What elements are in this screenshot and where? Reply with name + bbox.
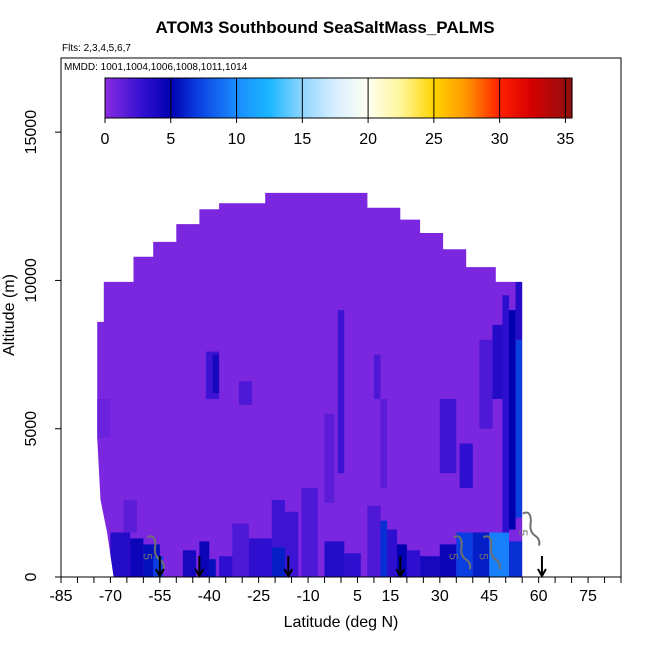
x-tick-label-11: 75 xyxy=(579,588,597,605)
colorbar-tick-label-6: 30 xyxy=(491,131,509,148)
data-cell-3 xyxy=(153,556,164,577)
colorbar-tick-label-4: 20 xyxy=(359,131,377,148)
data-cell-34 xyxy=(459,443,473,488)
x-tick-label-3: -40 xyxy=(198,588,221,605)
chart-title: ATOM3 Southbound SeaSaltMass_PALMS xyxy=(155,18,495,37)
flight-marker-1 xyxy=(194,556,205,579)
plot-background xyxy=(97,192,523,577)
x-tick-label-7: 15 xyxy=(382,588,400,605)
x-tick-label-5: -10 xyxy=(296,588,319,605)
dates-annotation: MMDD: 1001,1004,1006,1008,1011,1014 xyxy=(64,62,248,73)
data-cell-27 xyxy=(212,354,220,394)
data-cell-37 xyxy=(502,295,509,533)
data-cell-19 xyxy=(406,550,421,577)
data-cell-21 xyxy=(439,544,457,577)
contour-label-3: 5 xyxy=(516,530,530,537)
colorbar: 0 5 10 15 20 25 30 35 xyxy=(101,77,575,148)
data-cell-17 xyxy=(387,529,397,577)
contour-line-0 xyxy=(146,535,165,570)
x-tick-label-6: 5 xyxy=(353,588,362,605)
data-cell-28 xyxy=(238,381,253,405)
data-cell-4 xyxy=(182,550,197,577)
flight-marker-0 xyxy=(154,556,165,579)
y-tick-label-0: 0 xyxy=(23,572,40,581)
data-cells xyxy=(97,281,523,577)
data-cell-33 xyxy=(439,399,457,474)
colorbar-tick-label-3: 15 xyxy=(293,131,311,148)
y-tick-label-3: 15000 xyxy=(23,110,40,155)
colorbar-tick-label-7: 35 xyxy=(557,131,575,148)
data-cell-13 xyxy=(324,541,345,577)
data-cell-11 xyxy=(285,511,299,577)
flights-annotation: Flts: 2,3,4,5,6,7 xyxy=(62,43,131,54)
data-cell-25 xyxy=(509,541,523,577)
data-cell-1 xyxy=(130,538,144,577)
contour-label-1: 5 xyxy=(447,553,461,560)
contour-line-2 xyxy=(482,535,501,570)
data-cell-6 xyxy=(209,559,216,577)
data-cell-22 xyxy=(456,532,473,577)
y-tick-label-1: 5000 xyxy=(23,411,40,447)
data-cell-9 xyxy=(248,538,276,577)
axes: -85 -70 -55 -40 -25 -10 5 15 30 45 60 75 0 5000 10000 1… xyxy=(23,57,622,605)
data-cell-12 xyxy=(301,488,318,577)
colorbar-tick-label-0: 0 xyxy=(101,131,110,148)
data-cell-41 xyxy=(123,499,137,533)
data-cell-31 xyxy=(373,354,381,400)
colorbar-tick-label-2: 10 xyxy=(228,131,246,148)
data-cell-23 xyxy=(472,532,490,577)
data-cell-20 xyxy=(420,556,440,577)
data-cell-8 xyxy=(232,523,249,577)
y-axis-label: Altitude (m) xyxy=(1,274,18,356)
contour-lines: 5 5 5 5 xyxy=(140,511,541,570)
x-axis-label: Latitude (deg N) xyxy=(283,614,399,631)
flight-markers xyxy=(154,556,547,579)
colorbar-tick-label-5: 25 xyxy=(425,131,443,148)
x-tick-label-9: 45 xyxy=(480,588,498,605)
data-cell-18 xyxy=(397,544,407,577)
flight-marker-4 xyxy=(537,556,547,579)
data-cell-29 xyxy=(337,310,345,474)
data-cell-0 xyxy=(110,532,131,577)
data-cell-35 xyxy=(479,339,493,429)
data-envelope xyxy=(97,192,523,577)
data-cell-16 xyxy=(380,520,388,577)
x-tick-label-0: -85 xyxy=(49,588,72,605)
data-cell-10 xyxy=(271,547,285,577)
colorbar-tick-label-1: 5 xyxy=(166,131,175,148)
data-cell-39 xyxy=(515,339,523,518)
contour-line-1 xyxy=(453,535,472,570)
x-tick-label-4: -25 xyxy=(247,588,270,605)
y-tick-label-2: 10000 xyxy=(23,258,40,303)
x-tick-label-2: -55 xyxy=(148,588,171,605)
data-cell-14 xyxy=(344,553,361,577)
data-cell-5 xyxy=(199,541,210,577)
data-cell-40 xyxy=(515,281,523,340)
x-tick-label-10: 60 xyxy=(530,588,548,605)
data-cell-42 xyxy=(271,499,285,548)
x-tick-label-1: -70 xyxy=(99,588,122,605)
contour-line-3 xyxy=(522,511,541,546)
flight-marker-3 xyxy=(395,556,406,579)
data-cell-38 xyxy=(509,310,516,530)
data-cell-15 xyxy=(367,505,381,577)
data-cell-30 xyxy=(324,413,335,503)
data-cell-43 xyxy=(97,399,111,438)
x-tick-label-8: 30 xyxy=(431,588,449,605)
contour-label-0: 5 xyxy=(140,553,154,560)
contour-label-2: 5 xyxy=(476,553,490,560)
data-cell-24 xyxy=(489,532,509,577)
data-cell-32 xyxy=(380,399,388,489)
flight-marker-2 xyxy=(283,556,294,579)
